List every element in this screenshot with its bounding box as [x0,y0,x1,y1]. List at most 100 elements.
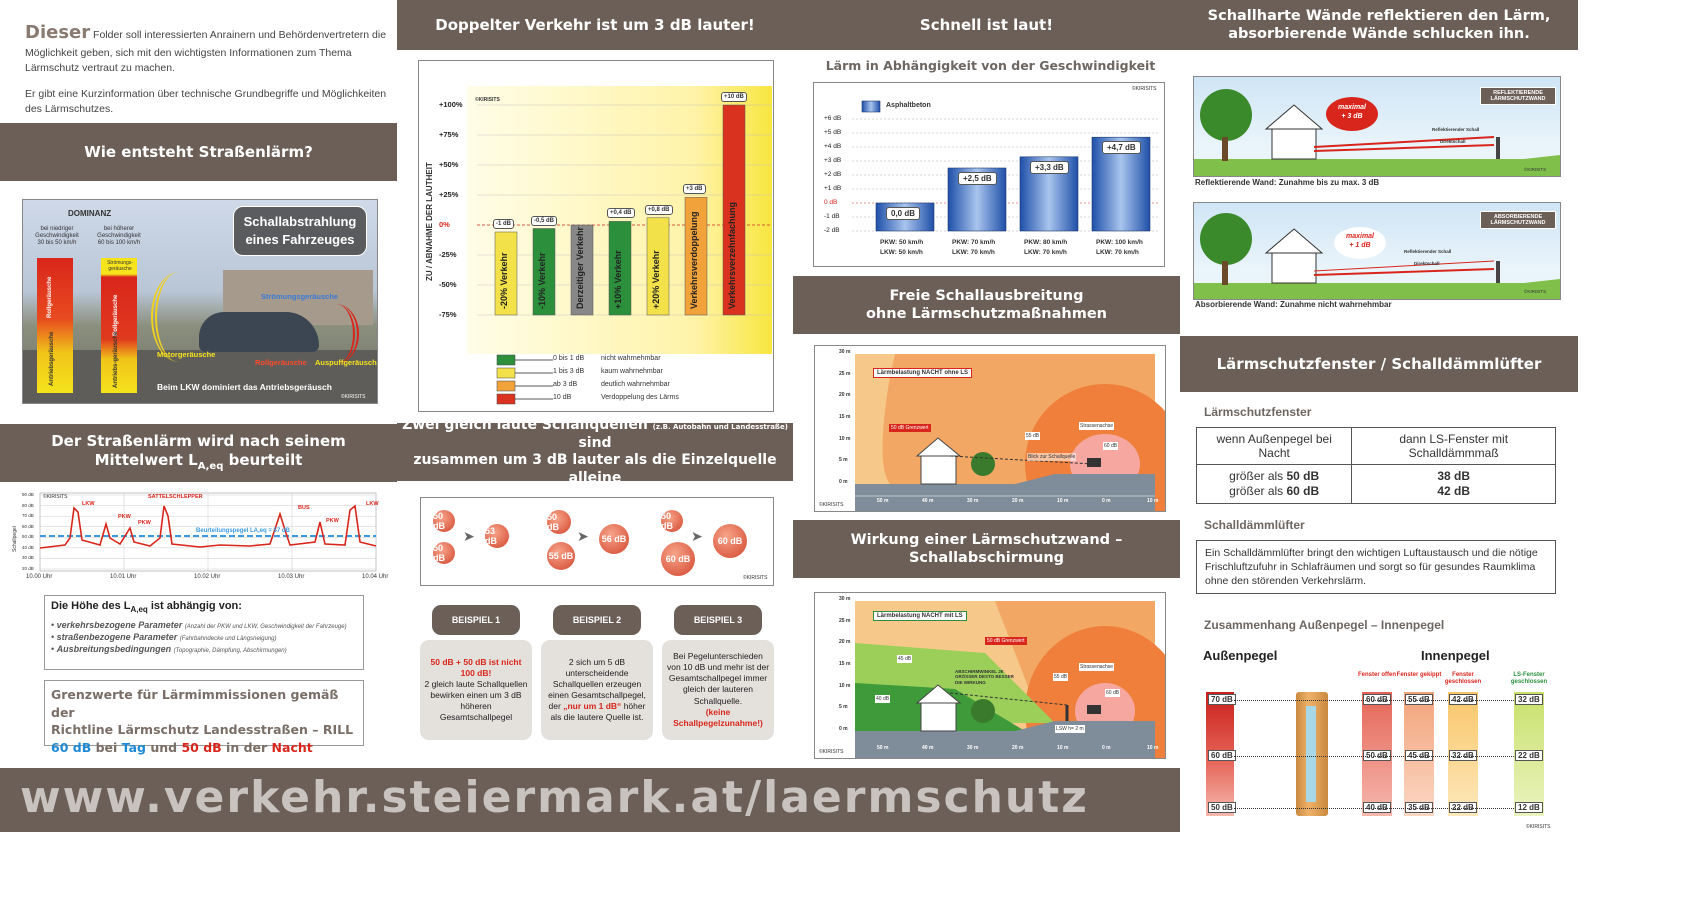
traffic-legend-swatch [496,380,516,392]
section-schallhart: Schallharte Wände reflektieren den Lärm,… [1180,0,1578,50]
wall-45: 45 dB [897,655,913,663]
grenzwerte-line-1: Grenzwerte für Lärmimmissionen gemäß der [51,687,339,720]
schallhart-line-1: Schallharte Wände reflektieren den Lärm, [1207,7,1551,24]
traffic-ytick: +50% [439,160,459,169]
freie-line-2: ohne Lärmschutzmaßnahmen [865,306,1108,322]
wall-ytick: 25 m [839,617,851,624]
wall-grenzwert: 50 dB Grenzwert [985,637,1027,645]
high-speed-label: bei höherer Geschwindigkeit 60 bis 100 k… [97,226,141,247]
section-wirkung: Wirkung einer Lärmschutzwand – Schallabs… [793,520,1180,578]
level-dotted-line [1234,756,1514,757]
speed-cat-line1: PKW: 80 km/h [1024,239,1068,246]
leq-xtick: 10.04 Uhr [362,574,389,580]
leq-xtick: 10.02 Uhr [194,574,221,580]
source-arrow: ➤ [577,528,589,544]
mittelwert-line-2: Mittelwert LA,eq beurteilt [94,451,303,473]
free-xtick: 10 m [1147,498,1159,504]
outer-level-value: 60 dB [1208,750,1236,761]
motor-label: Motorgeräusche [157,350,216,359]
leq-label-pkw-2: PKW [138,520,151,526]
level-col-head: Fenster offen [1357,672,1396,678]
level-col-value: 40 dB [1363,802,1391,813]
leq-ylabel: Schallpegel [12,526,18,552]
leq-info-title: Die Höhe des LA,eq ist abhängig von: [51,600,242,615]
zusammenhang-title: Zusammenhang Außenpegel – Innenpegel [1204,618,1445,632]
speed-cat-line1: PKW: 100 km/h [1096,239,1143,246]
level-col-value: 35 dB [1405,802,1433,813]
leq-copyright: ©KIRISITS [43,494,68,500]
level-col-head: Fenster gekippt [1396,672,1442,678]
wall-ytick: 20 m [839,639,851,646]
grenzwerte-line-3: 60 dB bei Tag und 50 dB in der Nacht [51,739,313,755]
wirkung-line-1: Wirkung einer Lärmschutzwand – [850,531,1123,548]
bubble-line-1: Schallabstrahlung [243,214,357,229]
innen-label: Innenpegel [1421,648,1490,663]
source-circle-result: 56 dB [599,524,629,554]
wall-xtick: 10 m [1147,745,1159,751]
traffic-bar [494,231,518,316]
traffic-legend-text: deutlich wahrnehmbar [601,381,670,388]
beispiel-1-body: 50 dB + 50 dB ist nicht 100 dB! 2 gleich … [420,640,532,740]
speed-ytick: +2 dB [824,171,842,178]
free-xtick: 10 m [1057,498,1069,504]
speed-legend-label: Asphaltbeton [886,102,931,109]
level-dotted-line [1234,700,1514,701]
wall-ytick: 10 m [839,682,851,689]
wall-xtick: 50 m [877,745,889,751]
level-col-value: 22 dB [1515,750,1543,761]
speed-cat-line2: LKW: 70 km/h [1096,249,1139,256]
traffic-legend-swatch [496,354,516,366]
traffic-legend-range: 1 bis 3 dB [553,368,585,375]
zwei-line-1: Zwei gleich laute Schallquellen (z.B. Au… [402,417,788,451]
level-diagram: 70 dB 60 dB 50 dB Fenster offen 60 dB 50 dB 40… [1196,670,1566,830]
sound-radiation-bubble: Schallabstrahlung eines Fahrzeuges [233,206,367,256]
section-entstehung: Wie entsteht Straßenlärm? [0,123,397,181]
wall-xtick: 30 m [967,745,979,751]
leq-ytick: 60 dB [22,523,34,529]
leq-ytick: 90 dB [22,492,34,497]
free-xtick: 40 m [922,498,934,504]
section-doppelt: Doppelter Verkehr ist um 3 dB lauter! [397,0,793,50]
beispiel-3-body: Bei Pegelunterschieden von 10 dB und meh… [662,640,774,740]
traffic-bar-label: Derzeitiger Verkehr [575,226,585,309]
leq-xtick: 10.00 Uhr [26,574,53,580]
free-ytick: 15 m [839,414,851,420]
leq-ytick: 70 dB [22,513,34,519]
leq-label-lkw-1: LKW [82,501,95,507]
level-col-value: 22 dB [1449,802,1477,813]
source-circle-a: 50 dB [433,510,455,532]
speed-cat-line2: LKW: 70 km/h [1024,249,1067,256]
free-title: Lärmbelastung NACHT ohne LS [873,368,973,378]
free-ytick: 0 m [839,479,848,485]
speed-ytick: -2 dB [824,227,840,234]
level-col-value: 45 dB [1405,750,1433,761]
traffic-bar [646,217,670,316]
traffic-value-label: +0,8 dB [645,204,673,215]
photo-copyright: ©KIRISITS [341,394,366,400]
reflect-wall [1496,137,1500,159]
roll-label-high: Rollgeräusche [113,294,119,336]
traffic-ytick: -25% [439,250,457,259]
vehicle-sound-photo: DOMINANZ bei niedriger Geschwindigkeit 3… [22,199,378,404]
section-schnell: Schnell ist laut! [793,0,1180,50]
free-55: 55 dB [1025,432,1041,440]
level-col-value: 32 dB [1515,694,1543,705]
speed-legend-swatch [861,100,881,113]
traffic-value-label: -0,5 dB [531,215,558,226]
section-fenster: Lärmschutzfenster / Schalldämmlüfter [1180,336,1578,392]
free-propagation-diagram: 30 m 25 m 20 m 15 m 10 m 5 m 0 m 50 m 40 m 30 m 20… [814,345,1166,512]
leq-ytick: 30 dB [22,555,34,561]
leq-mittel-label: Beurteilungspegel LA,eq = 57 dB [196,528,290,534]
leq-label-pkw-3: PKW [326,518,339,524]
footer-url[interactable]: www.verkehr.steiermark.at/laermschutz [20,772,1089,823]
source-circle-b: 55 dB [547,542,575,570]
free-blick: Blick zur Schallquelle [1027,453,1077,461]
leq-ytick: 80 dB [22,502,34,508]
reflect-copyright: ©KIRISITS [1524,167,1547,172]
section-freie: Freie Schallausbreitung ohne Lärmschutzm… [793,276,1180,334]
level-col-value: 60 dB [1363,694,1391,705]
traffic-bar-label: +10% Verkehr [613,250,623,309]
ls-th-1: wenn Außenpegel bei Nacht [1195,427,1353,465]
ls-fenster-table: wenn Außenpegel bei Nacht dann LS-Fenste… [1195,427,1556,504]
traffic-bar [684,197,708,316]
